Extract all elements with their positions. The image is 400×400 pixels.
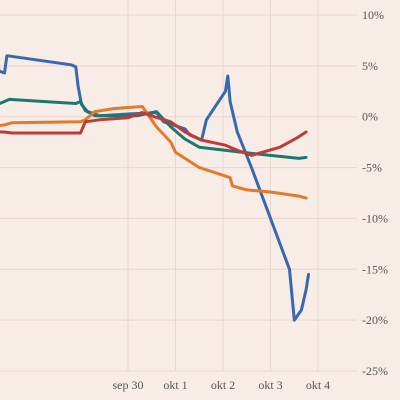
x-tick-label: okt 1 [163, 378, 187, 392]
x-tick-label: okt 3 [258, 378, 282, 392]
y-tick-label: 10% [362, 8, 384, 22]
y-tick-label: -10% [362, 211, 388, 225]
series-line-2 [0, 97, 308, 160]
x-tick-label: okt 4 [306, 378, 330, 392]
series-lines [0, 54, 310, 322]
series-line-1 [0, 54, 310, 322]
y-tick-labels: 10% 5% 0% -5% -10% -15% -20% -25% [362, 8, 388, 378]
y-tick-label: 5% [362, 59, 378, 73]
x-tick-label: okt 2 [211, 378, 235, 392]
y-tick-label: -25% [362, 364, 388, 378]
gridlines [0, 0, 357, 372]
series-line-3 [0, 105, 308, 200]
x-tick-label: sep 30 [113, 378, 144, 392]
y-tick-label: 0% [362, 110, 378, 124]
x-tick-labels: sep 30 okt 1 okt 2 okt 3 okt 4 [113, 378, 331, 392]
y-tick-label: -5% [362, 161, 382, 175]
y-tick-label: -15% [362, 262, 388, 276]
y-tick-label: -20% [362, 313, 388, 327]
series-line-4 [0, 111, 308, 157]
